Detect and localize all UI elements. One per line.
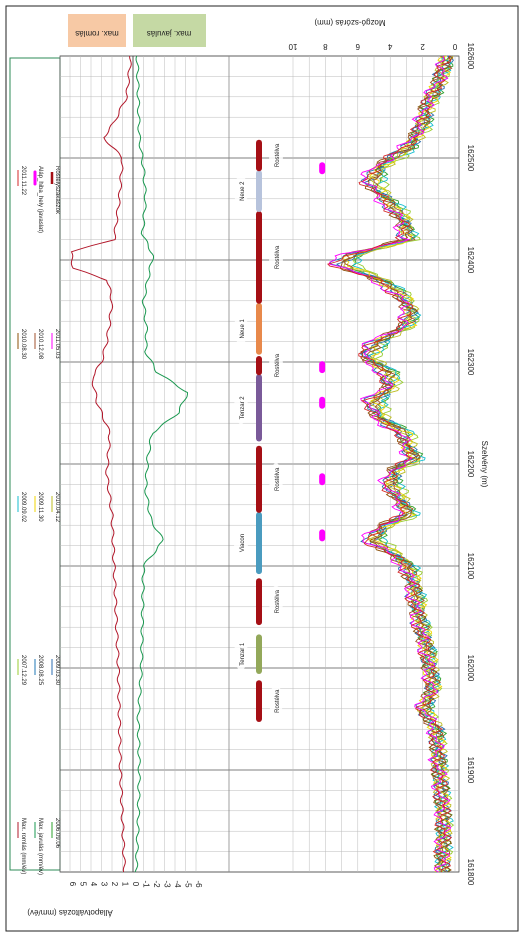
x-tick-label: 162200 [466,451,475,478]
segment-label-bg [234,527,248,560]
legend-label: 2010.12.08 [37,329,43,360]
max-romlas-line [70,55,132,873]
x-tick-label: 162000 [466,655,475,682]
legend: max. romlás max. javulás Max. romlás (mm/é… [9,14,206,875]
x-tick-label: 162400 [466,247,475,274]
left-tick-label: -5 [184,880,193,888]
segment-label-bg [234,391,248,424]
segment-label: Rostélva [275,689,281,713]
header-label-romlas: max. romlás [75,29,119,38]
x-axis-title: Szelvény (m) [480,441,489,488]
x-tick-label: 161800 [466,859,475,886]
legend-label: 2011.11.22 [20,166,26,196]
segment-label-bg [234,638,248,671]
segment-label: Rostélva [275,353,281,377]
left-tick-label: 2 [110,882,119,887]
segment-label-bg [269,241,283,274]
legend-label: Rostélyszakaszok [54,166,60,215]
legend-label: 2009.03.30 [54,655,60,686]
right-tick-label: 8 [323,42,328,51]
segment-label-bg [269,685,283,718]
segment-label: Rostélva [275,143,281,167]
segment-label: Rostélva [275,589,281,613]
series-line [328,55,452,873]
right-axis-title: Mozgó-szórás (mm) [314,18,385,27]
segment-bars: Rostélva Tenzar 1 Rostélva Viacon Rostélva Te… [234,139,283,722]
series-line [339,55,454,873]
left-tick-label: -6 [194,880,203,888]
left-tick-label: 6 [68,882,77,887]
x-tick-label: 162500 [466,145,475,172]
header-box-javulas [133,14,206,47]
segment-label: Rostélva [275,467,281,491]
segment-label-bg [269,585,283,618]
left-tick-label: 1 [121,882,130,887]
x-tick-label: 161900 [466,757,475,784]
left-tick-label: -1 [142,880,151,888]
segment-label-bg [269,463,283,496]
segment-label: Tenzar 2 [240,396,246,420]
legend-label: 2006.09.06 [54,818,60,849]
segment-label-bg [234,175,248,208]
legend-label: Max. romlás (mm/év) [20,818,26,874]
header-label-javulas: max. javulás [147,29,191,38]
left-tick-label: -3 [163,880,172,888]
left-tick-label: 4 [89,882,98,887]
legend-label: 2009.09.02 [20,492,26,523]
legend-label: Aláp_hiba_hely (javaslat) [37,166,43,233]
header-box-romlas [68,14,126,47]
legend-label: Max. javulás (mm/év) [37,818,43,875]
left-tick-label: -4 [173,880,182,888]
x-tick-label: 162100 [466,553,475,580]
segment-label: Neue 1 [240,319,246,339]
x-tick-label: 162600 [466,43,475,70]
series-line [327,55,452,873]
right-tick-label: 0 [452,42,457,51]
series-lines [70,55,455,873]
right-tick-label: 10 [288,42,297,51]
legend-label: 2010.08.30 [20,329,26,360]
segment-label: Viacon [240,534,246,552]
legend-label: 2009.11.30 [37,492,43,522]
legend-label: 2008.08.25 [37,655,43,686]
right-tick-label: 6 [355,42,360,51]
segment-label: Rostélva [275,245,281,269]
left-tick-label: 0 [131,882,140,887]
legend-label: 2011.05.03 [54,329,60,359]
left-tick-label: 5 [79,882,88,887]
left-axis-title: Állapotváltozás (mm/év) [27,908,113,917]
series-line [343,55,453,873]
max-javulas-line [134,55,189,873]
left-tick-label: 3 [100,882,109,887]
segment-label-bg [269,139,283,172]
right-tick-label: 2 [420,42,425,51]
legend-label: 2007.12.29 [20,655,26,686]
segment-label-bg [234,312,248,345]
segment-label: Neue 2 [240,181,246,201]
right-tick-label: 4 [387,42,392,51]
legend-label: 2010.04.12 [54,492,60,523]
segment-label-bg [269,349,283,382]
left-tick-label: -2 [152,880,161,888]
axes: 1618001619001620001621001622001623001624… [27,18,489,917]
x-tick-label: 162300 [466,349,475,376]
segment-label: Tenzar 1 [240,642,246,666]
